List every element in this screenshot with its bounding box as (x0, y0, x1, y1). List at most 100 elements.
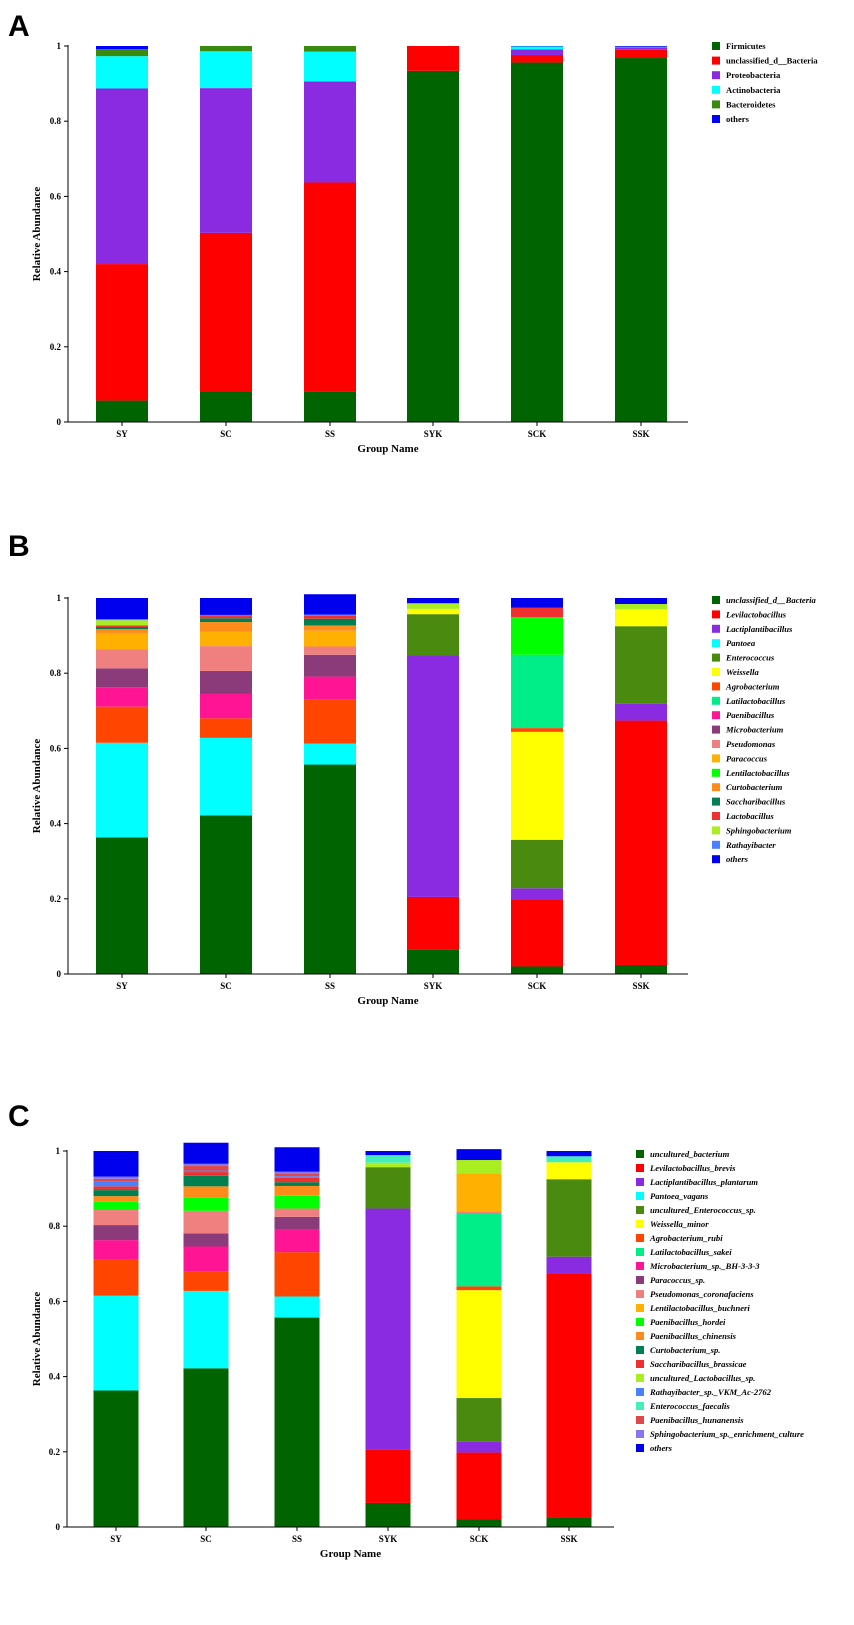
x-tick-label-syk: SYK (424, 981, 443, 991)
y-tick-label: 0 (56, 1522, 61, 1532)
bar-segment-ss-pantoea-vagans (274, 1296, 320, 1318)
bar-segment-sck-uncultured-bacterium (456, 1519, 502, 1527)
legend-label-sphingobacterium-sp-enrichment-culture: Sphingobacterium_sp._enrichment_culture (650, 1429, 804, 1439)
bar-segment-sc-paenibacillus (200, 693, 252, 719)
legend-swatch-levilactobacillus-brevis (636, 1164, 644, 1172)
legend-label-saccharibacillus-brassicae: Saccharibacillus_brassicae (650, 1359, 747, 1369)
bar-segment-sy-pseudomonas (96, 649, 148, 669)
bar-segment-ss-agrobacterium-rubi (274, 1252, 320, 1297)
legend-label-enterococcus: Enterococcus (725, 653, 775, 663)
bar-segment-sc-pantoea (200, 737, 252, 816)
y-tick-label: 0 (57, 969, 62, 979)
bar-segment-sc-rathayibacter-sp-vkm-ac-2762 (183, 1170, 229, 1173)
legend-swatch-proteobacteria (712, 71, 720, 80)
bar-segment-sy-curtobacterium (96, 629, 148, 633)
legend-label-bacteroidetes: Bacteroidetes (726, 99, 776, 109)
panel-letter: A (8, 10, 30, 43)
legend-swatch-microbacterium-sp-bh-3-3-3 (636, 1262, 644, 1270)
bar-segment-sck-uncultured-enterococcus-sp (456, 1398, 502, 1442)
bar-segment-syk-enterococcus (407, 614, 459, 656)
y-axis-title: Relative Abundance (31, 187, 43, 282)
bar-segment-ss-pseudomonas-coronafaciens (274, 1208, 320, 1217)
bar-segment-sck-levilactobacillus-brevis (456, 1452, 502, 1520)
bar-segment-sy-microbacterium (96, 668, 148, 688)
bar-segment-ssk-others (546, 1151, 592, 1157)
bar-segment-ss-others (304, 594, 356, 615)
legend-swatch-unclassified-d-bacteria (712, 56, 720, 65)
x-tick-label-ssk: SSK (632, 981, 649, 991)
bar-segment-sy-uncultured-bacterium (93, 1390, 139, 1527)
bar-segment-ss-rathayibacter (304, 614, 356, 616)
legend: Firmicutes unclassified_d__Bacteria Proteo… (712, 41, 818, 124)
bar-segment-syk-unclassified-d-bacteria (407, 949, 459, 974)
legend-label-pseudomonas-coronafaciens: Pseudomonas_coronafaciens (650, 1289, 754, 1299)
bar-segment-sy-curtobacterium-sp (93, 1190, 139, 1197)
legend-swatch-lactiplantibacillus-plantarum (636, 1178, 644, 1186)
legend-swatch-unclassified-d-bacteria (712, 596, 720, 604)
legend-label-enterococcus-faecalis: Enterococcus_faecalis (649, 1401, 730, 1411)
bar-segment-ss-saccharibacillus (304, 618, 356, 626)
legend-label-uncultured-lactobacillus-sp: uncultured_Lactobacillus_sp. (650, 1373, 755, 1383)
bar-segment-ss-paenibacillus-hordei (274, 1195, 320, 1209)
bar-segment-syk-levilactobacillus-brevis (365, 1449, 411, 1503)
bar-segment-sy-saccharibacillus-brassicae (93, 1186, 139, 1191)
bar-segment-sc-actinobacteria (200, 51, 252, 89)
bar-segment-sc-microbacterium-sp-bh-3-3-3 (183, 1246, 229, 1272)
bar-segment-sy-others (96, 46, 148, 50)
legend-label-sphingobacterium: Sphingobacterium (726, 825, 792, 835)
y-tick-label: 0.8 (50, 668, 62, 678)
bar-segment-sy-actinobacteria (96, 56, 148, 89)
bar-segment-sy-microbacterium-sp-bh-3-3-3 (93, 1240, 139, 1260)
bar-segment-sy-unclassified-d-bacteria (96, 837, 148, 974)
legend-label-paracoccus-sp: Paracoccus_sp. (650, 1275, 705, 1285)
bar-segment-ssk-uncultured-bacterium (546, 1517, 592, 1527)
bar-segment-syk-levilactobacillus (407, 896, 459, 950)
legend-swatch-uncultured-lactobacillus-sp (636, 1374, 644, 1382)
bar-segment-ssk-lactiplantibacillus (615, 703, 667, 721)
bar-segment-sc-paenibacillus-hordei (183, 1197, 229, 1211)
bar-segment-sck-pseudomonas-coronafaciens (456, 1211, 502, 1214)
bar-segment-sc-unclassified-d-bacteria (200, 815, 252, 974)
bar-segment-sck-lentilactobacillus-buchneri (456, 1173, 502, 1212)
bar-segment-sy-paenibacillus-chinensis (93, 1196, 139, 1202)
legend-swatch-rathayibacter (712, 840, 720, 849)
bar-segment-sy-pseudomonas-coronafaciens (93, 1210, 139, 1226)
bar-segment-sc-unclassified-d-bacteria (200, 232, 252, 392)
legend-swatch-actinobacteria (712, 85, 720, 94)
bar-segment-ssk-sphingobacterium (615, 604, 667, 610)
legend-label-paenibacillus-hunanensis: Paenibacillus_hunanensis (650, 1415, 744, 1425)
bar-segment-ss-sphingobacterium-sp-enrichment-culture (274, 1171, 320, 1174)
legend-swatch-paenibacillus-hunanensis (636, 1416, 644, 1424)
bar-segment-sc-pantoea-vagans (183, 1290, 229, 1369)
bar-segment-sck-lactobacillus (511, 607, 563, 618)
x-tick-label-sc: SC (200, 1534, 212, 1544)
bar-segment-ss-pseudomonas (304, 646, 356, 655)
legend-swatch-sphingobacterium (712, 826, 720, 835)
legend-swatch-latilactobacillus-sakei (636, 1248, 644, 1256)
bar-segment-ss-microbacterium (304, 654, 356, 677)
bar-segment-sy-saccharibacillus (96, 626, 148, 630)
chart-panel-c: C 0 0.2 0.4 0.6 0.8 1 SY SC SS SYK SCK SSK Relative A… (8, 1100, 804, 1560)
legend-swatch-agrobacterium (712, 682, 720, 691)
bar-segment-ss-agrobacterium (304, 699, 356, 744)
legend-swatch-paenibacillus (712, 711, 720, 720)
legend-label-proteobacteria: Proteobacteria (726, 70, 781, 80)
legend-swatch-bacteroidetes (712, 100, 720, 109)
panel-letter: B (8, 530, 30, 563)
legend-swatch-lentilactobacillus-buchneri (636, 1304, 644, 1312)
y-tick-label: 0.6 (50, 743, 62, 753)
bar-segment-sck-firmicutes (511, 62, 563, 422)
bar-segment-ssk-others (615, 46, 667, 47)
bar-segment-ssk-levilactobacillus (615, 720, 667, 965)
legend-label-others: others (726, 114, 750, 124)
y-tick-label: 0.4 (50, 819, 62, 829)
legend-label-weissella: Weissella (726, 667, 759, 677)
legend-label-paenibacillus-chinensis: Paenibacillus_chinensis (650, 1331, 737, 1341)
bar-segment-sc-paracoccus-sp (183, 1233, 229, 1247)
legend-label-paracoccus: Paracoccus (726, 753, 768, 763)
bar-segment-sck-uncultured-lactobacillus-sp (456, 1160, 502, 1174)
bar-segment-ss-curtobacterium-sp (274, 1182, 320, 1186)
legend-swatch-lentilactobacillus (712, 768, 720, 777)
bar-segment-ss-saccharibacillus-brassicae (274, 1177, 320, 1183)
